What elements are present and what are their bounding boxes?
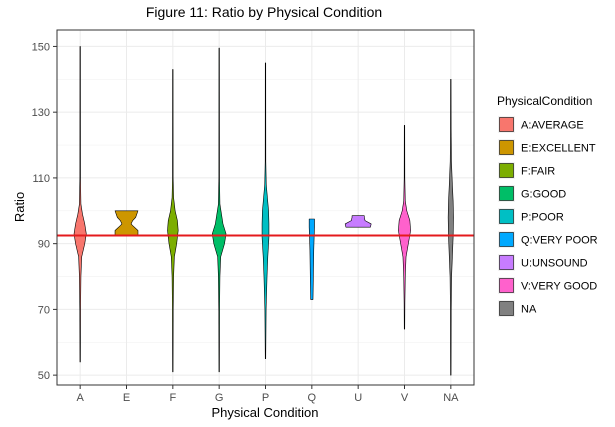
legend-label: G:GOOD <box>521 189 566 201</box>
x-tick-label: U <box>354 392 362 404</box>
violin-q <box>308 218 315 300</box>
legend-label: P:POOR <box>521 212 564 224</box>
violin-e <box>114 210 139 236</box>
y-tick-label: 50 <box>38 370 50 382</box>
y-axis-ticks: 50 70 90 110 130 150 <box>32 41 57 382</box>
legend-label: V:VERY GOOD <box>521 281 597 293</box>
y-tick-label: 130 <box>32 107 50 119</box>
legend-swatch <box>499 232 514 247</box>
x-tick-label: Q <box>308 392 317 404</box>
violin-u <box>344 215 372 228</box>
violin-p <box>261 62 270 359</box>
x-tick-label: E <box>123 392 130 404</box>
legend-title: PhysicalCondition <box>497 94 592 108</box>
legend-swatch <box>499 140 514 155</box>
legend-swatch <box>499 209 514 224</box>
x-axis-title: Physical Condition <box>212 405 319 420</box>
violin-f <box>167 69 179 373</box>
legend-label: F:FAIR <box>521 166 555 178</box>
chart-title: Figure 11: Ratio by Physical Condition <box>146 4 382 20</box>
x-tick-label: F <box>169 392 176 404</box>
legend: PhysicalCondition A:AVERAGE E:EXCELLENT F:… <box>497 94 598 317</box>
x-tick-label: V <box>401 392 409 404</box>
y-axis-title: Ratio <box>12 192 27 222</box>
legend-swatch <box>499 117 514 132</box>
x-axis-ticks: A E F G P Q U V NA <box>76 385 459 404</box>
legend-swatch <box>499 255 514 270</box>
legend-label: Q:VERY POOR <box>521 235 598 247</box>
violin-a <box>73 46 87 363</box>
legend-swatch <box>499 163 514 178</box>
y-tick-label: 110 <box>32 173 50 185</box>
x-tick-label: A <box>76 392 84 404</box>
y-tick-label: 70 <box>38 304 50 316</box>
legend-label: E:EXCELLENT <box>521 143 596 155</box>
legend-label: U:UNSOUND <box>521 258 588 270</box>
violins <box>73 46 454 376</box>
legend-label: A:AVERAGE <box>521 120 584 132</box>
violin-v <box>398 125 411 330</box>
legend-swatch <box>499 186 514 201</box>
violin-na <box>447 79 454 376</box>
y-tick-label: 150 <box>32 41 50 53</box>
legend-label: NA <box>521 304 537 316</box>
legend-swatch <box>499 301 514 316</box>
x-tick-label: P <box>262 392 269 404</box>
y-tick-label: 90 <box>38 239 50 251</box>
violin-g <box>211 47 227 373</box>
x-tick-label: NA <box>443 392 459 404</box>
x-tick-label: G <box>215 392 224 404</box>
legend-swatch <box>499 278 514 293</box>
